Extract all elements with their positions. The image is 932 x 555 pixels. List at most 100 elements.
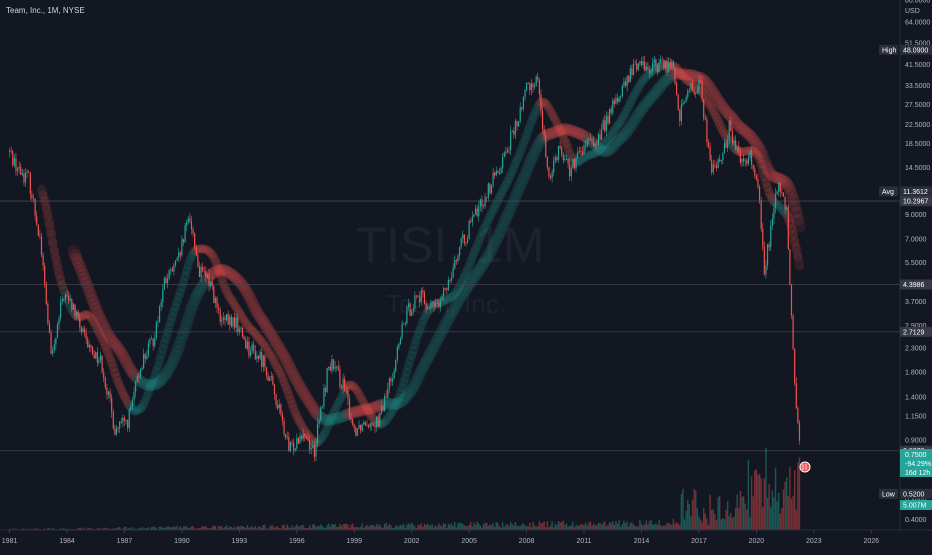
- volume-bar: [542, 523, 543, 530]
- volume-bar: [389, 524, 390, 530]
- volume-bar: [657, 525, 658, 530]
- volume-bar: [741, 497, 742, 530]
- candle: [379, 412, 380, 427]
- volume-bar: [559, 522, 560, 530]
- marker-value: 0.5200: [903, 491, 925, 498]
- marker-label: Low: [882, 491, 896, 498]
- time-tick-label: 1987: [117, 538, 133, 545]
- volume-bar: [213, 526, 214, 530]
- volume-bar: [693, 489, 694, 530]
- marker-level-2: 4.3986: [900, 280, 932, 290]
- volume-bar: [599, 523, 600, 530]
- candle: [469, 220, 470, 240]
- price-tick-label: 0.9000: [905, 438, 927, 445]
- volume-bar: [508, 526, 509, 530]
- volume-bar: [735, 508, 736, 530]
- volume-bar: [430, 525, 431, 530]
- volume-bar: [775, 468, 776, 530]
- volume-bar: [215, 526, 216, 530]
- price-tick-label: 3.7000: [905, 299, 927, 306]
- marker-value: 4.3986: [903, 282, 925, 289]
- candle: [489, 183, 490, 195]
- volume-bar: [173, 527, 174, 530]
- volume-bar: [794, 470, 795, 530]
- candle: [406, 306, 407, 326]
- candle: [799, 420, 800, 444]
- volume-bar: [365, 526, 366, 530]
- last-price-countdown: 16d 12h: [905, 470, 930, 477]
- volume-bar: [556, 525, 557, 530]
- volume-bar: [516, 526, 517, 530]
- volume-bar: [298, 526, 299, 530]
- volume-bar: [454, 522, 455, 530]
- volume-bar: [630, 523, 631, 530]
- volume-bar: [665, 525, 666, 530]
- volume-bar: [350, 525, 351, 530]
- volume-bar: [623, 521, 624, 530]
- volume-bar: [331, 524, 332, 530]
- volume-bar: [585, 522, 586, 530]
- volume-bar: [507, 524, 508, 530]
- volume-bar: [689, 504, 690, 530]
- volume-bar: [650, 520, 651, 530]
- volume-bar: [229, 527, 230, 530]
- marker-value: 11.3612: [903, 189, 928, 196]
- volume-bar: [291, 525, 292, 530]
- watermark-ticker: TISI, 1M: [356, 217, 545, 273]
- volume-bar: [255, 526, 256, 530]
- volume-bar: [577, 525, 578, 530]
- last-price-box: 0.7500 -94.29% 16d 12h: [900, 449, 932, 477]
- volume-bar: [716, 520, 717, 530]
- candle: [518, 121, 519, 127]
- candle: [213, 285, 214, 303]
- candle: [598, 132, 599, 145]
- volume-bar: [259, 527, 260, 530]
- candle: [797, 406, 798, 424]
- volume-bar: [523, 523, 524, 530]
- volume-bar: [398, 525, 399, 530]
- volume-bar: [317, 526, 318, 530]
- volume-bar: [334, 524, 335, 530]
- volume-bar: [772, 490, 773, 530]
- last-price-indicator[interactable]: [800, 462, 810, 472]
- volume-bar: [339, 524, 340, 530]
- time-tick-label: 2023: [806, 538, 822, 545]
- volume-bar: [237, 526, 238, 530]
- volume-bar: [312, 525, 313, 530]
- volume-bar: [326, 525, 327, 530]
- candle: [717, 158, 718, 169]
- volume-bar: [730, 513, 731, 530]
- candle: [185, 223, 186, 243]
- volume-bar: [609, 522, 610, 530]
- volume-bar: [510, 522, 511, 530]
- volume-bar: [377, 526, 378, 530]
- volume-bar: [655, 523, 656, 530]
- volume-bar: [724, 519, 725, 530]
- volume-bar: [740, 491, 741, 530]
- price-tick-label: 22.5000: [905, 122, 930, 129]
- volume-bar: [638, 526, 639, 530]
- candle: [791, 284, 792, 319]
- volume-bar: [607, 525, 608, 530]
- price-tick-label: 18.5000: [905, 141, 930, 148]
- volume-bar: [767, 498, 768, 530]
- volume-bar: [670, 524, 671, 530]
- volume-bar: [555, 524, 556, 530]
- marker-low: 0.5200 Low: [879, 489, 932, 499]
- volume-bar: [309, 525, 310, 530]
- time-tick-label: 2026: [863, 538, 879, 545]
- candle: [102, 355, 103, 374]
- volume-bar: [572, 522, 573, 530]
- candle: [674, 66, 675, 85]
- volume-bar: [414, 526, 415, 530]
- volume-bar: [765, 448, 766, 530]
- volume-bar: [346, 524, 347, 530]
- time-tick-label: 1990: [174, 538, 190, 545]
- volume-bar: [582, 524, 583, 530]
- volume-bar: [733, 517, 734, 530]
- volume-bar: [295, 526, 296, 530]
- candle: [783, 192, 784, 197]
- price-tick-label: 9.0000: [905, 212, 927, 219]
